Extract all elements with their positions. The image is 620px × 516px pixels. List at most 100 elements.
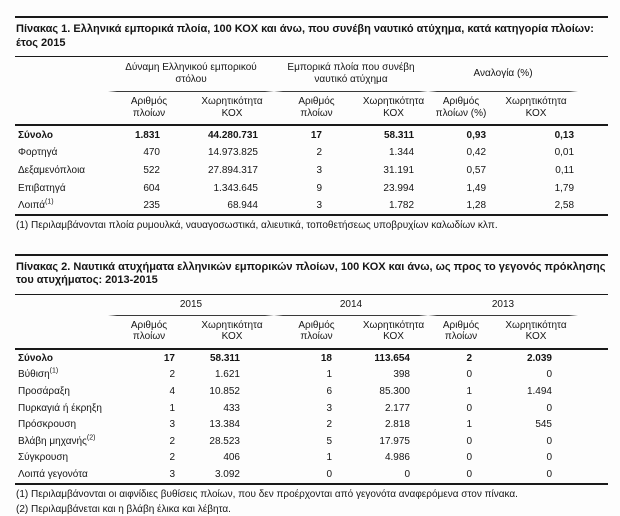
table2: 2 0 1 5 2 0 1 4 2 0 1 3 Αριθμός πλοίων Χωρητικότητα … bbox=[15, 295, 608, 485]
value-cell: 23.994 bbox=[383, 182, 415, 194]
value-cell: 5 bbox=[326, 435, 332, 447]
table2-tail-cell bbox=[578, 295, 608, 316]
value-cell: 3 bbox=[316, 164, 322, 176]
row-label: Βύθιση(1) bbox=[18, 368, 59, 381]
table2-column-header-6: Χωρητικότητα ΚΟΧ bbox=[494, 316, 578, 350]
table1-subheader-tail bbox=[578, 92, 609, 126]
value-cell: 2.039 bbox=[526, 352, 552, 364]
row-tail-cell bbox=[578, 466, 608, 483]
table2-column-header-label-2: Χωρητικότητα ΚΟΧ bbox=[201, 319, 263, 343]
table1-column-header-label-1: Αριθμός πλοίων bbox=[130, 96, 168, 119]
value-cell: 1 bbox=[466, 385, 472, 397]
row-tail-cell bbox=[578, 400, 608, 417]
value-cell: 14.973.825 bbox=[207, 147, 258, 159]
value-cell: 406 bbox=[223, 452, 240, 464]
table2-column-header-5: Αριθμός πλοίων bbox=[428, 316, 494, 350]
row-tail-cell bbox=[578, 350, 608, 367]
value-cell: 0 bbox=[404, 468, 410, 480]
value-cell: 44.280.731 bbox=[207, 129, 258, 141]
value-cell: 3 bbox=[326, 402, 332, 414]
value-cell: 2 bbox=[169, 452, 175, 464]
row-tail-cell bbox=[578, 197, 608, 215]
table1-footnote-1: (1) Περιλαμβάνονται πλοία ρυμουλκά, ναυα… bbox=[16, 220, 498, 232]
table1-column-header-6: Χωρητικότητα ΚΟΧ bbox=[494, 92, 579, 126]
value-cell: 3 bbox=[169, 419, 175, 431]
value-cell: 522 bbox=[143, 164, 160, 176]
value-cell: 3 bbox=[316, 200, 322, 212]
value-cell: 1 bbox=[466, 419, 472, 431]
row-label: Σύνολο bbox=[18, 129, 54, 141]
value-cell: 4 bbox=[169, 385, 175, 397]
value-cell: 1.494 bbox=[526, 385, 552, 397]
value-cell: 3 bbox=[169, 468, 175, 480]
table2-subheader-corner bbox=[15, 316, 108, 350]
table1-subheader-corner bbox=[15, 92, 108, 126]
table2-corner-cell bbox=[15, 295, 108, 316]
value-cell: 1.343.645 bbox=[213, 182, 259, 194]
value-cell: 2,58 bbox=[554, 200, 575, 212]
row-label: Βλάβη μηχανής(2) bbox=[18, 434, 96, 447]
row-label: Δεξαμενόπλοια bbox=[18, 164, 86, 176]
table1-column-header-5: Αριθμός πλοίων (%) bbox=[428, 92, 495, 126]
table2-title: Πίνακας 2. Ναυτικά ατυχήματα ελληνικών ε… bbox=[15, 253, 608, 295]
value-cell: 398 bbox=[393, 369, 410, 381]
table1-body: Σύνολο 1.831 44.280.731 17 58.311 0,93 0,13 Φορ… bbox=[15, 126, 608, 214]
table1-column-header-2: Χωρητικότητα ΚΟΧ bbox=[190, 92, 274, 126]
table1-column-group-2: Εμπορικά πλοία που συνέβη ναυτικό ατύχημ… bbox=[274, 57, 429, 92]
table2-column-header-label-6: Χωρητικότητα ΚΟΧ bbox=[505, 319, 567, 343]
value-cell: 1,49 bbox=[466, 182, 487, 194]
value-cell: 10.852 bbox=[209, 385, 240, 397]
value-cell: 85.300 bbox=[379, 385, 410, 397]
table1-row: Επιβατηγά 604 1.343.645 9 23.994 1,49 1,79 bbox=[15, 179, 608, 197]
table2-subheader-tail bbox=[578, 316, 608, 350]
value-cell: 1 bbox=[169, 402, 175, 414]
value-cell: 1.782 bbox=[388, 200, 415, 212]
table1-corner-cell bbox=[15, 57, 108, 92]
table1-subheader-row: Αριθμός πλοίων Χωρητικότητα ΚΟΧ Αριθμός πλ… bbox=[15, 92, 609, 126]
value-cell: 18 bbox=[320, 352, 332, 364]
value-cell: 0 bbox=[466, 369, 472, 381]
table2-row: Πυρκαγιά ή έκρηξη 1 433 3 2.177 0 0 bbox=[15, 400, 608, 417]
row-label: Λοιπά γεγονότα bbox=[18, 468, 88, 480]
table2-row: Βύθιση(1) 2 1.621 1 398 0 0 bbox=[15, 367, 608, 384]
value-cell: 2 bbox=[169, 435, 175, 447]
table2-body: Σύνολο 17 58.311 18 113.654 2 2.039 Βύθιση(1) 2 1… bbox=[15, 350, 608, 483]
value-cell: 31.191 bbox=[383, 164, 415, 176]
value-cell: 0 bbox=[546, 452, 552, 464]
value-cell: 58.311 bbox=[209, 352, 240, 364]
table1-header: Δύναμη Ελληνικού εμπορικού στόλου Εμπορικ… bbox=[15, 57, 609, 126]
value-cell: 0 bbox=[546, 468, 552, 480]
table2-column-header-3: Αριθμός πλοίων bbox=[274, 316, 359, 350]
table2-column-header-label-3: Αριθμός πλοίων bbox=[298, 319, 335, 343]
value-cell: 0,01 bbox=[554, 147, 575, 159]
table1-section: Πίνακας 1. Ελληνικά εμπορικά πλοία, 100 … bbox=[15, 16, 609, 232]
value-cell: 470 bbox=[143, 147, 160, 159]
table1-column-header-1: Αριθμός πλοίων bbox=[108, 92, 190, 126]
table2-subheader-row: Αριθμός πλοίων Χωρητικότητα ΚΟΧ Αριθμός πλ… bbox=[15, 316, 608, 350]
value-cell: 0,42 bbox=[466, 147, 487, 159]
value-cell: 113.654 bbox=[374, 352, 410, 364]
table2-row: Σύνολο 17 58.311 18 113.654 2 2.039 bbox=[15, 350, 608, 367]
value-cell: 0,93 bbox=[466, 129, 487, 141]
row-tail-cell bbox=[578, 126, 608, 144]
table2-header: 2015 2014 2013 Αριθμός πλοίων Χωρητικότητα … bbox=[15, 295, 608, 350]
value-cell: 68.944 bbox=[227, 200, 258, 212]
table1-tail-cell bbox=[578, 57, 608, 92]
value-cell: 58.311 bbox=[383, 129, 415, 141]
value-cell: 17.975 bbox=[379, 435, 410, 447]
table1-row: Φορτηγά 470 14.973.825 2 1.344 0,42 0,01 bbox=[15, 144, 608, 162]
row-label: Πρόσκρουση bbox=[18, 419, 77, 431]
value-cell: 17 bbox=[310, 129, 322, 141]
table2-column-header-label-5: Αριθμός πλοίων bbox=[442, 319, 480, 343]
table1-column-header-label-6: Χωρητικότητα ΚΟΧ bbox=[505, 96, 567, 119]
table1: Δύναμη Ελληνικού εμπορικού στόλου Εμπορικ… bbox=[15, 57, 609, 217]
value-cell: 1.344 bbox=[388, 147, 415, 159]
row-tail-cell bbox=[578, 416, 608, 433]
value-cell: 0 bbox=[466, 452, 472, 464]
value-cell: 2 bbox=[326, 419, 332, 431]
table1-title: Πίνακας 1. Ελληνικά εμπορικά πλοία, 100 … bbox=[15, 16, 608, 57]
table1-column-header-3: Αριθμός πλοίων bbox=[274, 92, 359, 126]
table1-column-header-label-4: Χωρητικότητα ΚΟΧ bbox=[362, 96, 425, 119]
row-label-footnote-ref: (1) bbox=[45, 198, 54, 206]
